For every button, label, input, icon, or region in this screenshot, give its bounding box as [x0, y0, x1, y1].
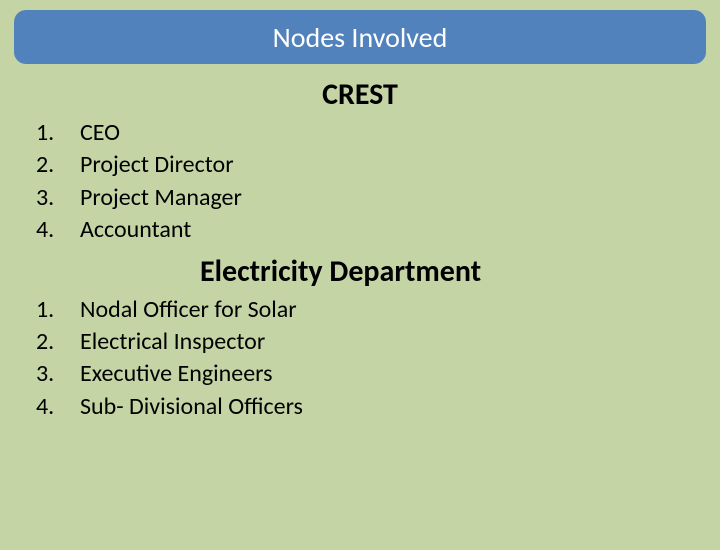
list-label: Project Director — [80, 149, 234, 181]
list-number: 4. — [36, 391, 80, 423]
list-dept: 1. Nodal Officer for Solar 2. Electrical… — [0, 294, 720, 424]
list-label: Executive Engineers — [80, 358, 273, 390]
list-label: Sub- Divisional Officers — [80, 391, 303, 423]
list-item: 2. Electrical Inspector — [36, 326, 720, 358]
list-number: 3. — [36, 182, 80, 214]
list-label: Electrical Inspector — [80, 326, 265, 358]
list-item: 4. Accountant — [36, 214, 720, 246]
list-number: 4. — [36, 214, 80, 246]
list-number: 2. — [36, 149, 80, 181]
list-label: Nodal Officer for Solar — [80, 294, 297, 326]
list-number: 3. — [36, 358, 80, 390]
list-number: 2. — [36, 326, 80, 358]
list-item: 1. CEO — [36, 117, 720, 149]
list-number: 1. — [36, 294, 80, 326]
list-number: 1. — [36, 117, 80, 149]
list-item: 2. Project Director — [36, 149, 720, 181]
page-title: Nodes Involved — [273, 20, 448, 55]
list-label: CEO — [80, 117, 120, 149]
list-label: Accountant — [80, 214, 191, 246]
list-item: 1. Nodal Officer for Solar — [36, 294, 720, 326]
list-crest: 1. CEO 2. Project Director 3. Project Ma… — [0, 117, 720, 247]
list-item: 3. Executive Engineers — [36, 358, 720, 390]
list-label: Project Manager — [80, 182, 242, 214]
section-heading-dept: Electricity Department — [0, 253, 720, 290]
list-item: 3. Project Manager — [36, 182, 720, 214]
title-bar: Nodes Involved — [14, 10, 706, 64]
list-item: 4. Sub- Divisional Officers — [36, 391, 720, 423]
section-heading-crest: CREST — [0, 76, 720, 113]
